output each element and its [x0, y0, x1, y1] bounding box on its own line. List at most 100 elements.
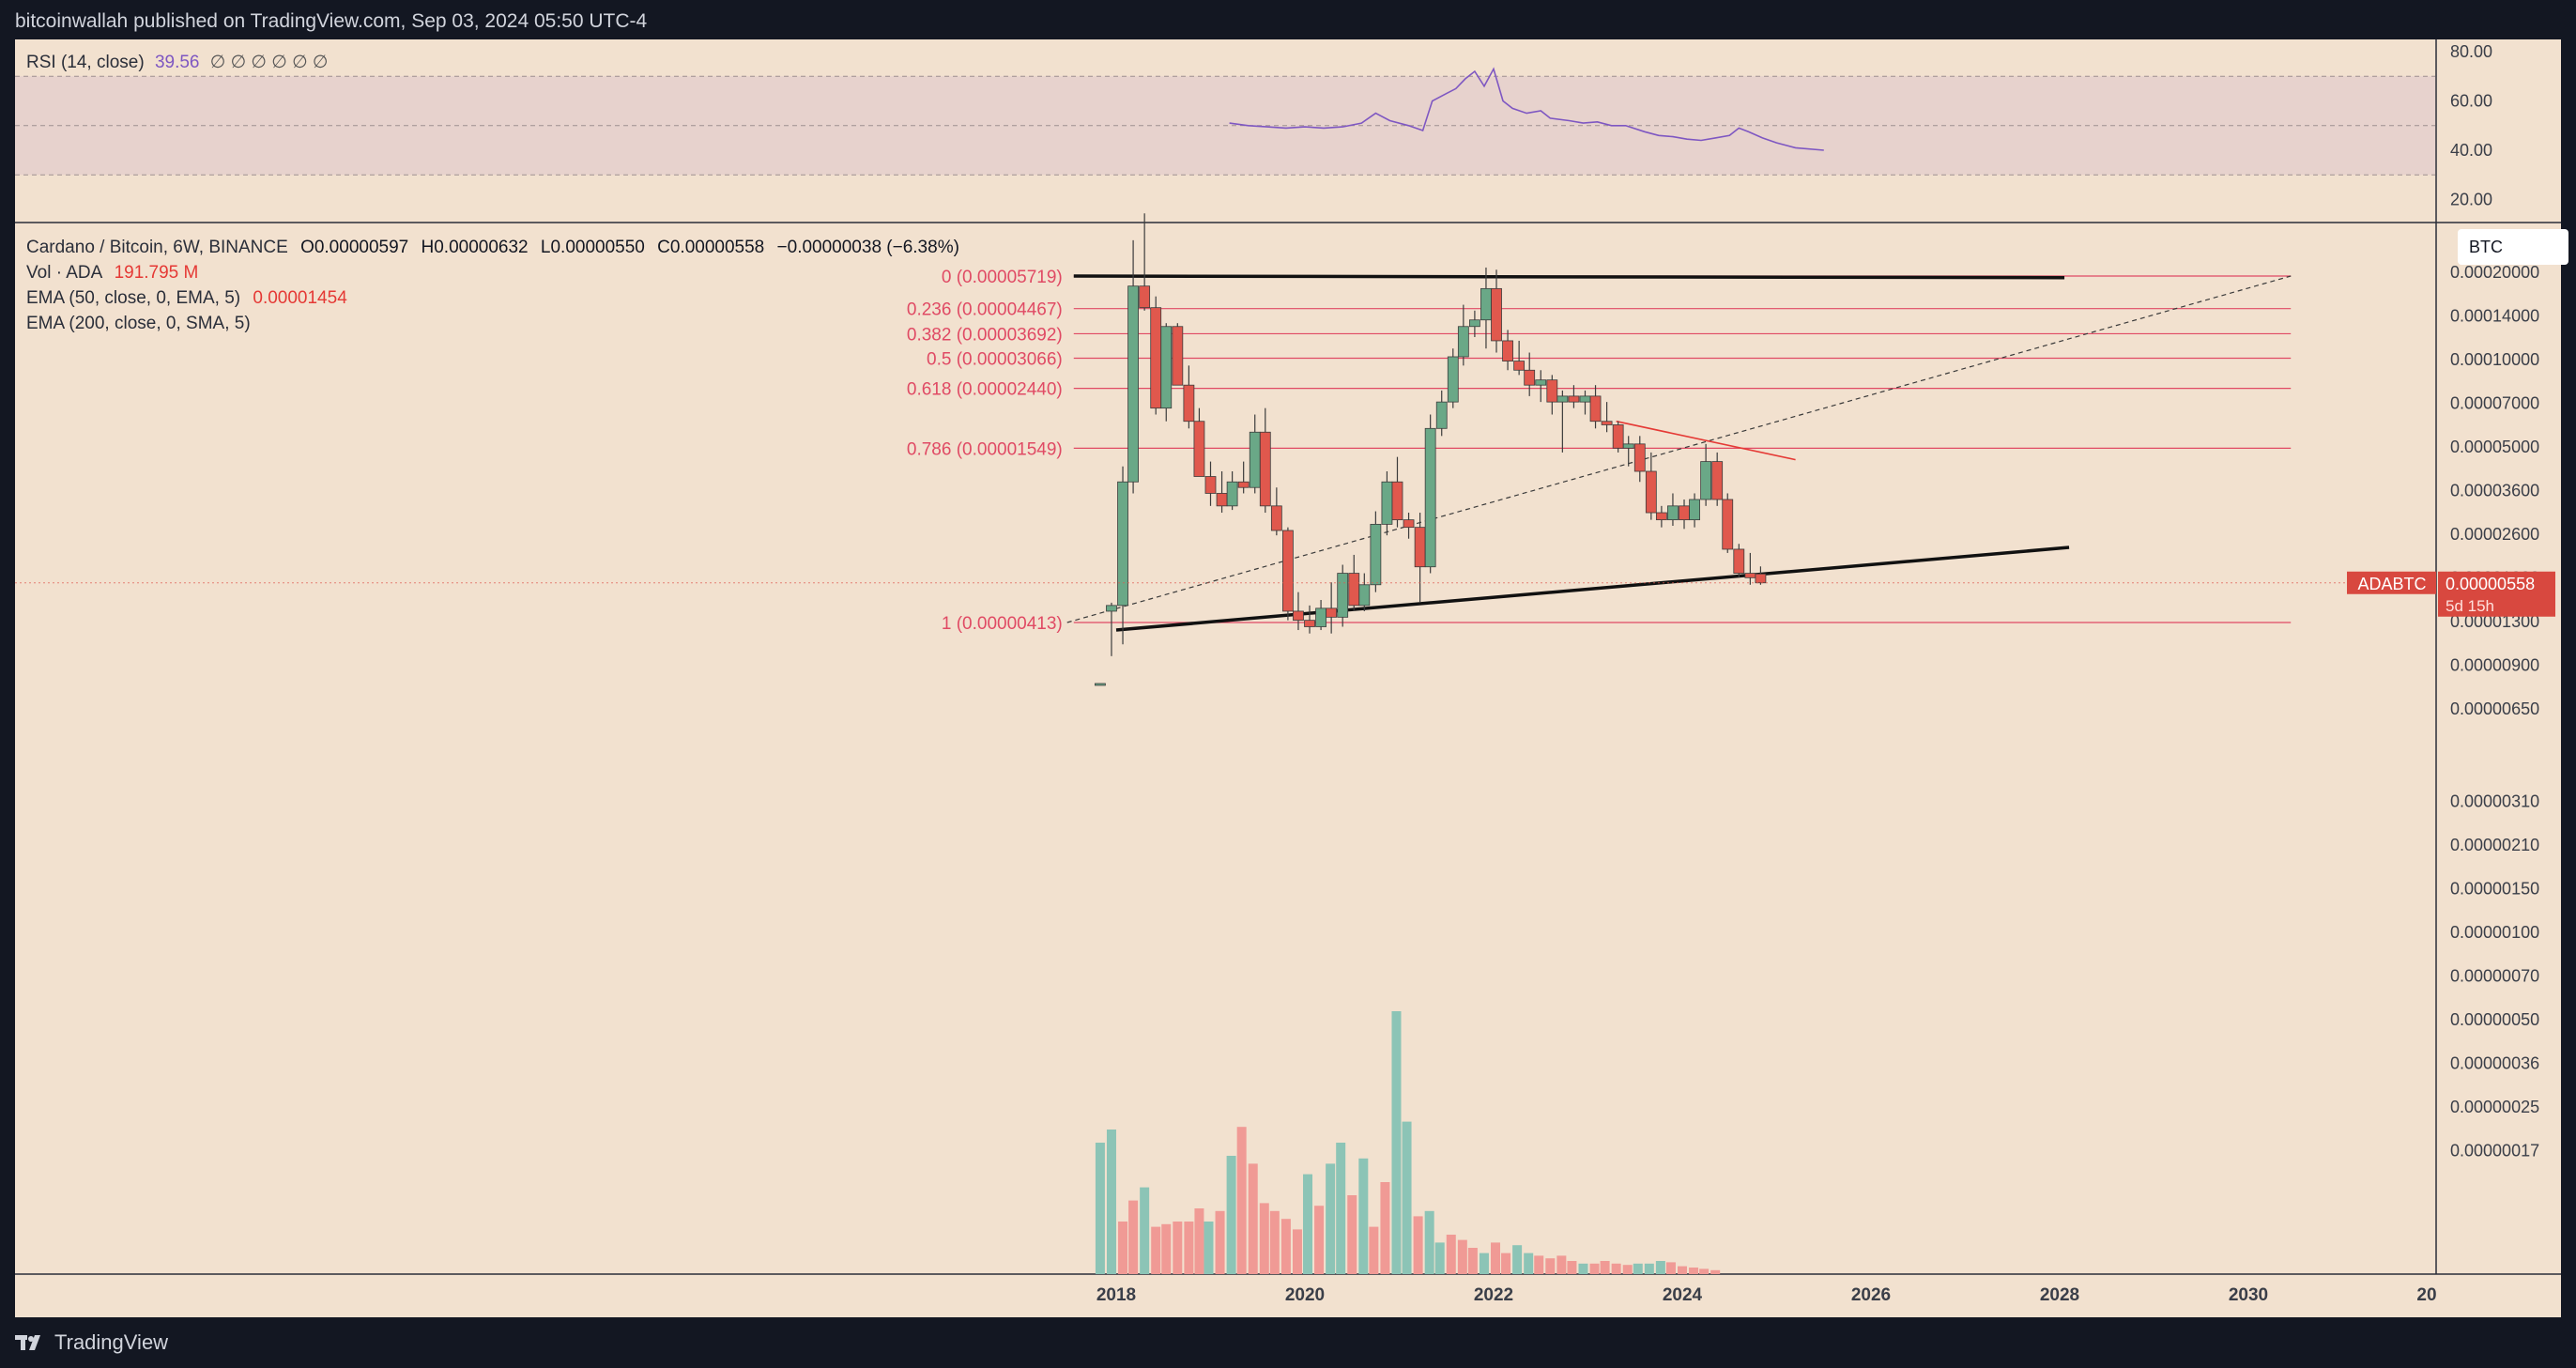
volume-bar — [1600, 1261, 1610, 1274]
candle-body — [1226, 481, 1238, 507]
candle-body — [1491, 287, 1502, 342]
volume-bar — [1556, 1255, 1567, 1274]
fib-level-label: 0 (0.00005719) — [942, 268, 1063, 287]
volume-bar — [1512, 1245, 1523, 1274]
price-tick-label: 0.00003600 — [2450, 482, 2539, 500]
volume-bar — [1446, 1235, 1456, 1274]
candle-body — [1259, 431, 1271, 507]
time-tick-label: 2030 — [2229, 1285, 2268, 1305]
price-tick-label: 0.00000025 — [2450, 1098, 2539, 1116]
ema50-label: EMA (50, close, 0, EMA, 5) — [26, 288, 241, 308]
candle-body — [1622, 443, 1634, 449]
candle-body — [1667, 505, 1679, 521]
rsi-tick-label: 40.00 — [2450, 141, 2492, 160]
volume-value: 191.795 M — [114, 263, 199, 283]
price-tick-label: 0.00007000 — [2450, 394, 2539, 413]
fib-level-label: 0.618 (0.00002440) — [907, 380, 1063, 400]
fib-level-label: 0.786 (0.00001549) — [907, 439, 1063, 459]
symbol-legend[interactable]: Cardano / Bitcoin, 6W, BINANCE O0.000005… — [26, 238, 959, 258]
candle-body — [1655, 512, 1667, 521]
candle-body — [1150, 307, 1162, 409]
resistance-line — [1073, 274, 2065, 280]
price-tick-label: 0.00020000 — [2450, 263, 2539, 282]
rsi-tick-label: 80.00 — [2450, 42, 2492, 61]
candle-body — [1633, 443, 1646, 472]
volume-bar — [1611, 1263, 1621, 1274]
price-tick-label: 0.00000210 — [2450, 836, 2539, 854]
candle-body — [1601, 421, 1613, 425]
rsi-tick-label: 60.00 — [2450, 92, 2492, 111]
candle-body — [1237, 481, 1250, 488]
rsi-legend[interactable]: RSI (14, close) 39.56 ∅ ∅ ∅ ∅ ∅ ∅ — [26, 52, 328, 73]
chart-area[interactable]: 80.00 60.00 40.00 20.00 0.00020000 0.00014000… — [15, 39, 2568, 1317]
symbol-name: Cardano / Bitcoin, 6W, BINANCE — [26, 238, 288, 257]
candle-body — [1711, 461, 1724, 500]
price-tick-label: 0.00001300 — [2450, 612, 2539, 631]
volume-bar — [1402, 1121, 1412, 1274]
ema200-legend[interactable]: EMA (200, close, 0, SMA, 5) — [26, 314, 251, 334]
candle-body — [1447, 356, 1459, 403]
ema50-line — [1616, 420, 1796, 461]
volume-bar — [1347, 1195, 1357, 1274]
candle-body — [1513, 361, 1526, 371]
candle-body — [1535, 379, 1547, 386]
candle-body — [1249, 431, 1261, 488]
candle-body — [1370, 523, 1382, 586]
volume-bar — [1336, 1143, 1346, 1274]
volume-bar — [1369, 1226, 1379, 1274]
volume-bar — [1128, 1200, 1139, 1274]
ohlc-close: C0.00000558 — [657, 238, 765, 257]
tradingview-logo[interactable]: TradingView — [15, 1330, 168, 1355]
candle-body — [1172, 326, 1184, 386]
volume-bar — [1644, 1263, 1654, 1274]
candle-body — [1095, 683, 1106, 686]
volume-bar — [1710, 1269, 1721, 1274]
volume-bar — [1140, 1187, 1150, 1274]
volume-bar — [1699, 1268, 1710, 1274]
volume-bar — [1118, 1222, 1128, 1274]
candle-body — [1391, 481, 1403, 521]
volume-bar — [1326, 1163, 1336, 1274]
price-tick-label: 0.00005000 — [2450, 438, 2539, 456]
candle-body — [1480, 287, 1492, 321]
ema50-legend[interactable]: EMA (50, close, 0, EMA, 5) 0.00001454 — [26, 288, 347, 309]
currency-badge[interactable]: BTC — [2458, 229, 2568, 265]
candle-body — [1689, 499, 1700, 521]
volume-bar — [1204, 1222, 1214, 1274]
candle-body — [1117, 481, 1128, 607]
dashed-trend-line — [1066, 275, 2292, 623]
volume-bar — [1259, 1203, 1269, 1274]
volume-bar — [1434, 1242, 1445, 1274]
candle-body — [1183, 384, 1195, 423]
ticker-label: ADABTC — [2357, 575, 2426, 593]
top-bar: bitcoinwallah published on TradingView.c… — [0, 0, 2576, 39]
volume-bar — [1173, 1222, 1183, 1274]
candle-body — [1315, 607, 1326, 627]
volume-bar — [1491, 1242, 1501, 1274]
ema200-label: EMA (200, close, 0, SMA, 5) — [26, 314, 251, 333]
candle-body — [1193, 421, 1205, 477]
rsi-label: RSI (14, close) — [26, 53, 145, 72]
candle-body — [1348, 573, 1360, 607]
volume-bar — [1567, 1261, 1577, 1274]
volume-legend[interactable]: Vol · ADA 191.795 M — [26, 263, 198, 284]
candle-body — [1424, 427, 1436, 568]
ticker-tag — [2347, 571, 2436, 594]
price-tick-label: 0.00010000 — [2450, 350, 2539, 369]
candle-body — [1722, 499, 1734, 550]
price-tick-label: 0.00000050 — [2450, 1010, 2539, 1029]
candle-body — [1160, 326, 1173, 409]
volume-bar — [1665, 1262, 1676, 1274]
volume-bar — [1303, 1174, 1313, 1274]
price-chart[interactable]: 80.00 60.00 40.00 20.00 0.00020000 0.00014000… — [15, 39, 2561, 1317]
support-line — [1115, 546, 2070, 632]
volume-bar — [1633, 1263, 1643, 1274]
tradingview-brand: TradingView — [54, 1330, 169, 1354]
bottom-bar: TradingView — [0, 1317, 2576, 1368]
price-tick-label: 0.00000017 — [2450, 1142, 2539, 1160]
candle-body — [1579, 395, 1591, 403]
volume-bar — [1280, 1219, 1291, 1274]
price-tick-label: 0.00000310 — [2450, 792, 2539, 811]
volume-bar — [1161, 1223, 1172, 1274]
volume-bar — [1215, 1210, 1225, 1274]
